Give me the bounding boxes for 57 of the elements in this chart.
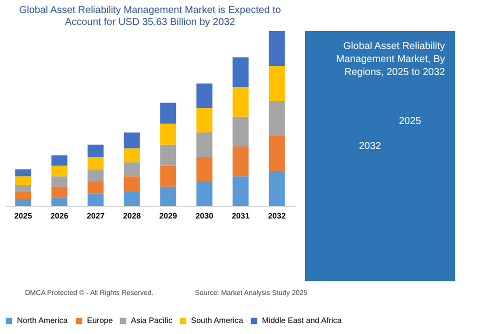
bar [51, 186, 68, 198]
bar [124, 176, 140, 192]
bar [51, 155, 68, 166]
bar [196, 157, 212, 182]
bar [15, 185, 32, 192]
bar [268, 101, 285, 136]
chart-title: Global Asset Reliability Management Market is Expected to Account for USD 35.63 Billion by 2032 [19, 5, 282, 28]
text: 2025 [398, 116, 422, 127]
bar [15, 199, 32, 206]
bar [196, 84, 212, 108]
bar [124, 162, 140, 176]
bar [268, 136, 285, 171]
bar [232, 116, 249, 146]
legend-label: Middle East and Africa [262, 316, 342, 325]
bar [124, 132, 140, 148]
bar [160, 124, 176, 145]
bar [15, 192, 32, 199]
bar [268, 31, 285, 66]
bar [268, 171, 285, 206]
text: 2032 [358, 141, 382, 152]
bar [51, 176, 68, 187]
x-tick-label: 2031 [232, 212, 250, 220]
x-tick-label: 2029 [159, 212, 178, 220]
bar [232, 176, 249, 206]
legend-label: South America [191, 316, 244, 325]
x-tick-label: 2027 [86, 212, 106, 220]
bar [196, 108, 212, 132]
bar [160, 166, 176, 187]
legend-label: North America [17, 316, 68, 325]
bar [232, 146, 249, 176]
bar [268, 66, 285, 101]
bar [51, 166, 68, 176]
legend-label: Europe [87, 316, 114, 325]
bar [160, 186, 176, 206]
bar [15, 169, 32, 176]
bar [160, 102, 176, 124]
text: Global Asset Reliability Management Market, By Regions, 2025 to 2032 [336, 41, 446, 78]
bar [124, 192, 140, 206]
bar [88, 169, 104, 182]
x-tick-label: 2030 [195, 212, 214, 220]
x-tick-label: 2026 [50, 212, 69, 220]
bar [232, 87, 249, 117]
bar [160, 144, 176, 166]
bar [88, 144, 104, 157]
x-tick-label: 2028 [122, 212, 142, 220]
bar [88, 157, 104, 170]
bar [196, 132, 212, 157]
legend-label: Asia Pacific [131, 316, 172, 325]
bar [196, 182, 212, 206]
x-tick-label: 2025 [14, 212, 33, 220]
bar [15, 176, 32, 185]
bar [232, 57, 249, 87]
bar [51, 197, 68, 206]
x-tick-label: 2032 [268, 212, 286, 220]
bar [88, 194, 104, 206]
bar [88, 182, 104, 194]
bar [124, 148, 140, 162]
